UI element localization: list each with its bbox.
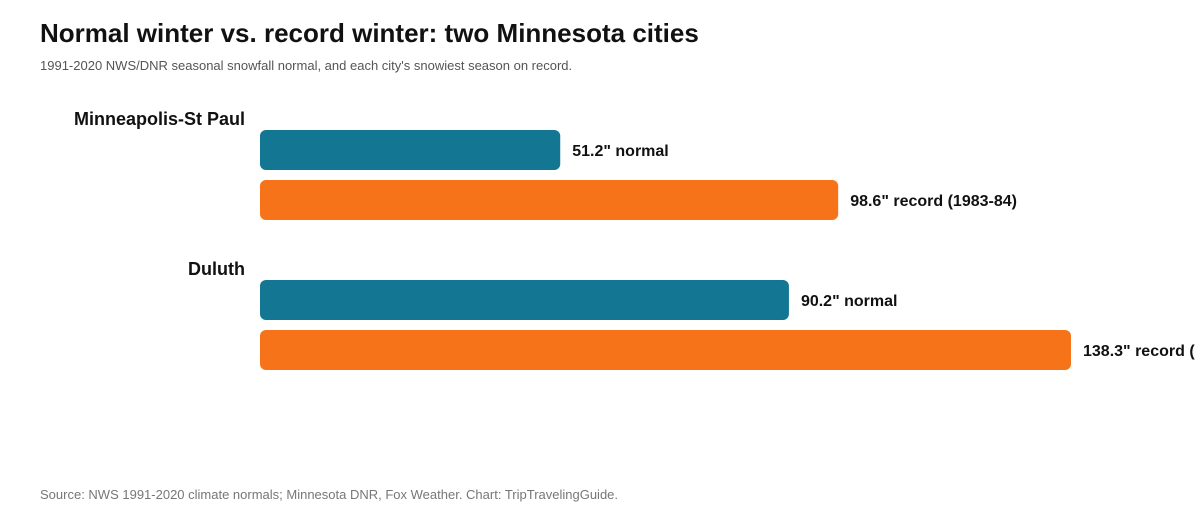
value-label-minneapolis-st-paul-normal: 51.2" normal [572,143,669,160]
bar-minneapolis-st-paul-record [260,180,839,220]
bar-duluth-record [260,330,1071,370]
bar-duluth-normal [260,280,789,320]
value-label-minneapolis-st-paul-record: 98.6" record (1983-84) [850,193,1017,210]
bar-group-duluth: Duluth 90.2" normal 138.3" record ( [188,259,1195,370]
bar-group-minneapolis-st-paul: Minneapolis-St Paul 51.2" normal 98.6" rec… [74,109,1017,220]
chart-title: Normal winter vs. record winter: two Min… [40,18,699,48]
bar-minneapolis-st-paul-normal [260,130,561,170]
chart-subtitle: 1991-2020 NWS/DNR seasonal snowfall norm… [40,58,573,73]
value-label-duluth-record: 138.3" record ( [1083,343,1195,360]
value-label-duluth-normal: 90.2" normal [801,293,898,310]
source-note: Source: NWS 1991-2020 climate normals; M… [40,487,619,502]
category-label-minneapolis-st-paul: Minneapolis-St Paul [74,109,245,129]
category-label-duluth: Duluth [188,259,245,279]
